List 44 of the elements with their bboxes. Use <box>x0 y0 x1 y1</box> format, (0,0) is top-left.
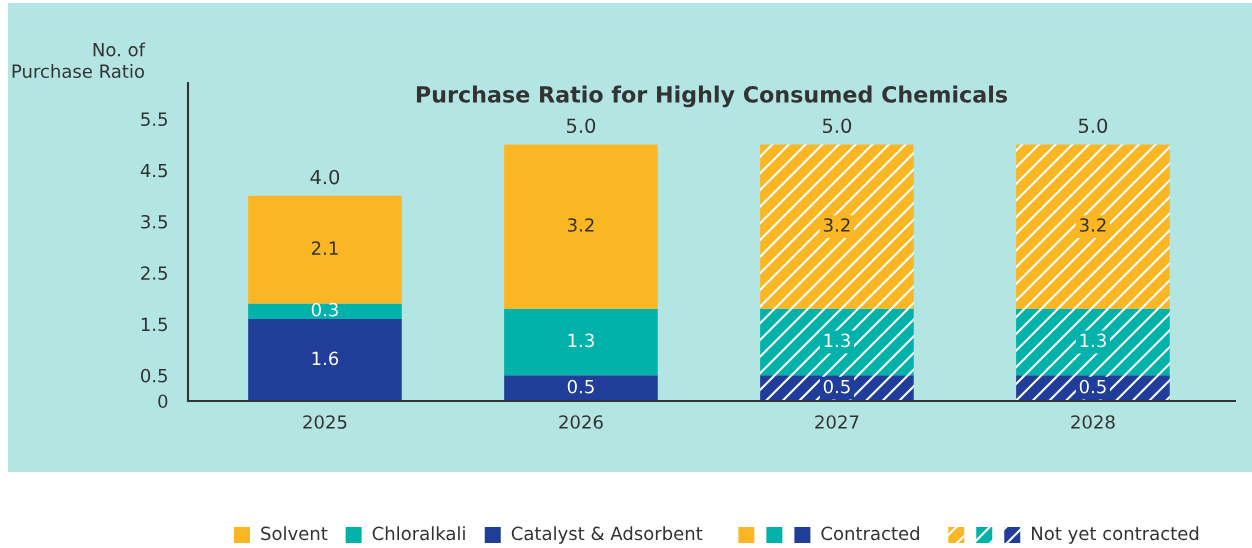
data-label: 0.5 <box>567 379 594 394</box>
y-tick-label: 2.5 <box>141 266 167 280</box>
text: Not yet contracted <box>1032 526 1199 544</box>
x-tick-label: 2028 <box>1071 415 1115 429</box>
y-tick-label: 1.5 <box>141 317 167 332</box>
bar <box>1016 144 1170 309</box>
text: Contracted <box>821 526 919 541</box>
y-axis-title: No. of Purchase Ratio <box>12 42 146 79</box>
bar <box>504 144 658 309</box>
data-label: 0.3 <box>311 302 338 317</box>
y-tick-label: 3.5 <box>141 214 167 229</box>
data-label: 1.6 <box>312 351 339 366</box>
total-label: 4.0 <box>310 169 340 185</box>
bar <box>760 308 914 376</box>
data-label: 0.5 <box>823 379 850 394</box>
bar <box>1016 308 1170 376</box>
bar <box>504 375 658 401</box>
data-label: 3.2 <box>823 218 850 232</box>
data-label: 1.3 <box>824 333 850 348</box>
y-tick-label: 4.5 <box>140 163 167 178</box>
data-label: 1.3 <box>1080 333 1106 348</box>
bar <box>248 195 402 304</box>
bar <box>248 303 402 319</box>
bar <box>248 318 402 401</box>
total-label: 5.0 <box>822 118 852 134</box>
chart-title: Purchase Ratio for Highly Consumed Chemicals <box>416 85 1008 108</box>
data-label: 2.1 <box>311 241 338 255</box>
data-label: 0.5 <box>1079 379 1106 394</box>
x-tick-label: 2026 <box>559 415 603 429</box>
y-tick-label: 5.5 <box>141 112 167 127</box>
total-label: 5.0 <box>1078 118 1108 134</box>
legend-label: Solvent <box>261 526 328 541</box>
y-tick-label: 0.5 <box>141 368 167 383</box>
bar <box>760 144 914 309</box>
x-tick-label: 2025 <box>303 415 347 429</box>
data-label: 1.3 <box>568 333 594 348</box>
bar <box>504 308 658 376</box>
data-label: 3.2 <box>1079 218 1106 232</box>
data-label: 3.2 <box>567 218 594 232</box>
legend-label: Catalyst & Adsorbent <box>511 526 703 544</box>
x-tick-label: 2027 <box>815 415 859 429</box>
y-tick-label: 0 <box>158 394 168 409</box>
total-label: 5.0 <box>566 118 596 134</box>
legend-label: Chloralkali <box>372 526 465 541</box>
